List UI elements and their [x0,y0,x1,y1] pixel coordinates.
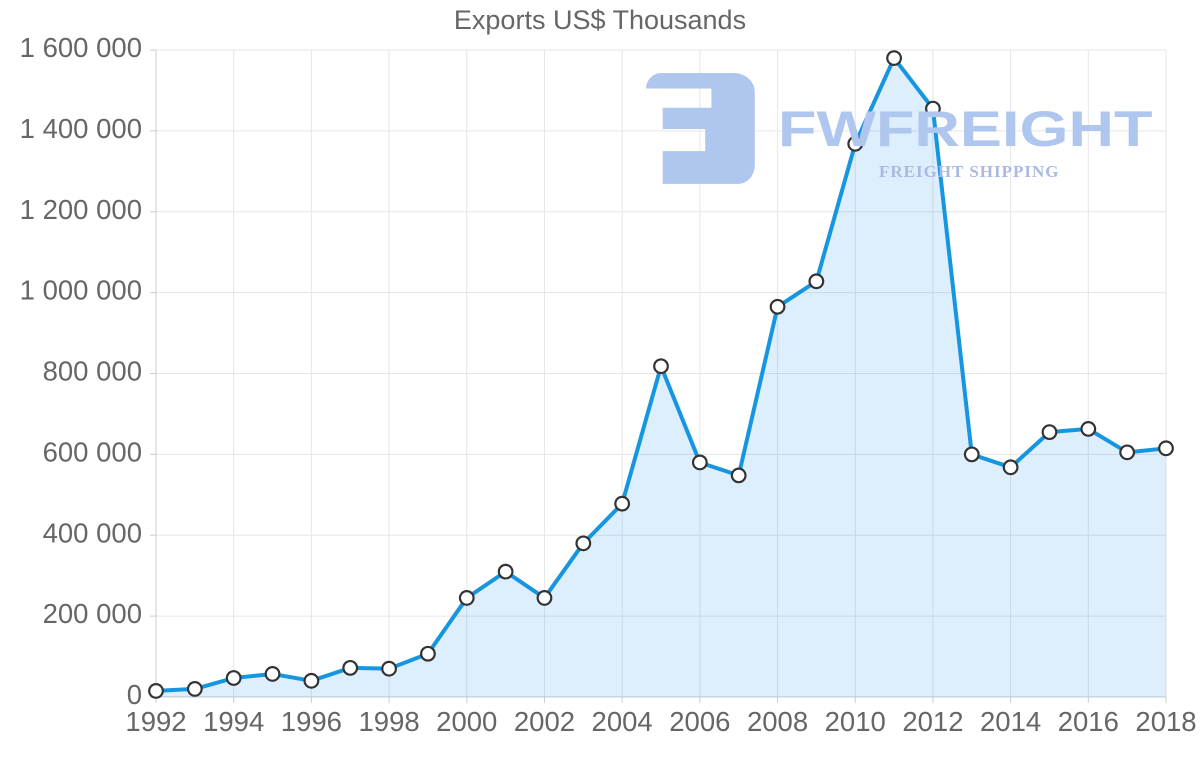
svg-text:1994: 1994 [203,706,264,737]
svg-text:1998: 1998 [358,706,419,737]
svg-text:1992: 1992 [125,706,186,737]
svg-text:1 200 000: 1 200 000 [20,194,142,225]
svg-text:2018: 2018 [1135,706,1196,737]
svg-text:1 400 000: 1 400 000 [20,113,142,144]
svg-text:2004: 2004 [592,706,653,737]
svg-text:Exports US$ Thousands: Exports US$ Thousands [454,5,746,35]
svg-text:1 000 000: 1 000 000 [20,275,142,306]
svg-text:2016: 2016 [1058,706,1119,737]
svg-text:600 000: 600 000 [43,436,142,467]
svg-text:200 000: 200 000 [43,598,142,629]
svg-text:1996: 1996 [281,706,342,737]
svg-text:2010: 2010 [825,706,886,737]
svg-text:800 000: 800 000 [43,356,142,387]
svg-text:2000: 2000 [436,706,497,737]
svg-text:2014: 2014 [980,706,1041,737]
svg-text:2008: 2008 [747,706,808,737]
svg-text:1 600 000: 1 600 000 [20,32,142,63]
svg-text:2012: 2012 [902,706,963,737]
svg-text:400 000: 400 000 [43,517,142,548]
svg-text:2002: 2002 [514,706,575,737]
svg-text:2006: 2006 [669,706,730,737]
